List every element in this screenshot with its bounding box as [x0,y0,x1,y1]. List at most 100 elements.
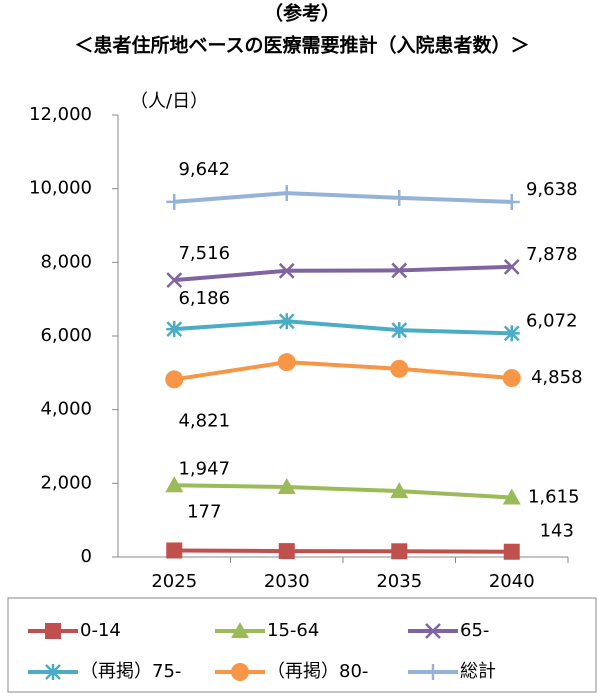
marker [166,542,183,559]
y-tick-label: 2,000 [40,472,92,493]
y-tick-label: 4,000 [40,399,92,420]
marker-shape [503,325,520,342]
marker-shape [503,194,520,210]
marker-shape [425,623,441,639]
line [174,264,512,283]
line [174,548,512,554]
marker [503,194,520,210]
y-tick-label: 0 [81,546,92,567]
chart-subtitle: ＜患者住所地ベースの医療需要推計（入院患者数）＞ [74,34,529,57]
line [174,483,512,500]
x-tick-label: 2030 [264,571,310,592]
marker-shape [502,369,521,388]
y-tick-label: 8,000 [40,251,92,272]
marker [502,369,521,388]
marker [166,321,183,338]
marker-shape [45,664,61,680]
legend-label: 0-14 [80,620,121,641]
data-label: 143 [540,521,574,542]
marker [166,272,183,289]
marker [165,476,184,493]
legend-label: 15-64 [267,620,319,641]
marker-shape [278,185,295,202]
marker-shape [391,189,408,206]
marker [390,359,409,378]
marker-shape [231,663,249,681]
marker-shape [502,488,521,505]
marker [277,478,296,495]
marker-shape [390,482,409,499]
legend-label: 総計 [460,661,496,682]
marker-shape [391,322,408,339]
marker [391,262,408,279]
y-tick-label: 6,000 [40,325,92,346]
data-label: 4,821 [178,410,230,431]
marker [278,543,295,560]
data-label: 9,638 [526,179,578,200]
marker [503,325,520,342]
data-label: 7,516 [178,243,230,264]
marker [502,488,521,505]
legend-label: （再掲）75- [80,661,181,682]
marker-shape [391,262,408,279]
marker-shape [166,272,183,289]
y-unit: （人/日） [130,91,208,112]
data-label: 7,878 [526,244,578,265]
marker [278,313,295,330]
line [174,191,512,204]
marker [503,543,520,560]
marker-shape [231,622,249,638]
marker-shape [45,623,61,639]
marker [391,322,408,339]
y-tick-label: 10,000 [29,178,92,199]
data-label: 1,947 [178,458,230,479]
marker [278,185,295,202]
marker [165,370,184,389]
marker-shape [278,262,295,279]
marker-shape [278,313,295,330]
marker-shape [165,370,184,389]
x-tick-label: 2035 [376,571,422,592]
marker [45,623,61,639]
y-tick-label: 12,000 [29,104,92,125]
marker [166,193,183,210]
data-label: 6,186 [178,288,230,309]
line [173,360,512,382]
marker [425,664,441,680]
marker-shape [503,258,520,275]
marker-shape [166,193,183,210]
marker [231,622,249,638]
marker [391,543,408,560]
marker [278,262,295,279]
marker-shape [166,321,183,338]
marker-shape [166,542,183,559]
marker [390,482,409,499]
marker-shape [425,664,441,680]
data-label: 177 [187,501,221,522]
marker-shape [390,359,409,378]
x-tick-label: 2040 [489,571,535,592]
marker [277,353,296,372]
marker-shape [391,543,408,560]
marker [391,189,408,206]
marker-shape [165,476,184,493]
legend-label: （再掲）80- [267,661,368,682]
legend-label: 65- [460,620,489,641]
line [174,319,512,336]
marker [425,623,441,639]
chart-title: （参考） [264,2,340,25]
data-label: 1,615 [528,487,580,508]
data-label: 6,072 [526,310,578,331]
marker [503,258,520,275]
marker-shape [503,543,520,560]
data-label: 4,858 [531,367,583,388]
marker-shape [277,478,296,495]
marker-shape [278,543,295,560]
marker [231,663,249,681]
marker-shape [277,353,296,372]
x-tick-label: 2025 [151,571,197,592]
marker [45,664,61,680]
legend-box [7,597,597,693]
data-label: 9,642 [178,159,230,180]
